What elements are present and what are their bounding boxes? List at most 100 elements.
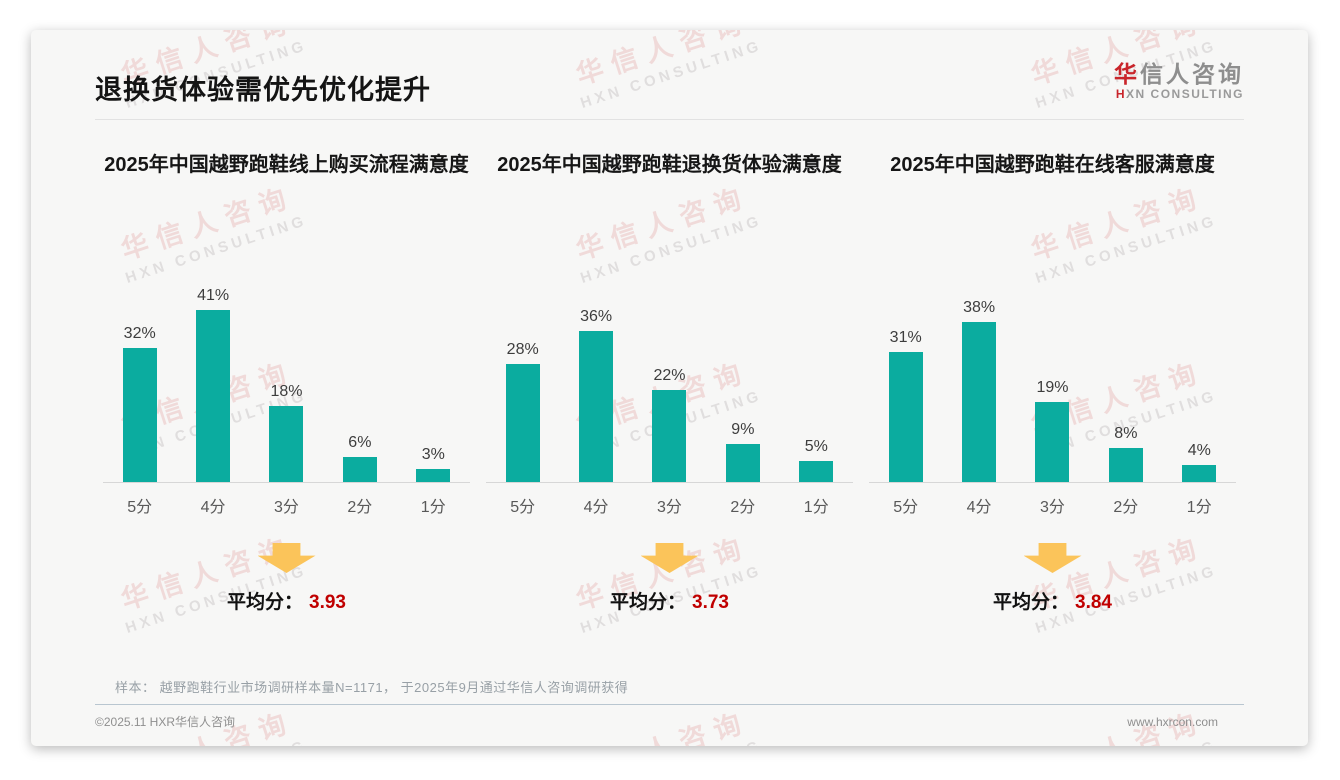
- category-label: 1分: [803, 499, 829, 516]
- website-url: www.hxrcon.com: [1127, 714, 1218, 729]
- category-label: 4分: [200, 499, 226, 516]
- average-label: 平均分：: [993, 592, 1070, 613]
- bar-group: 19%: [1019, 379, 1085, 482]
- bar: [505, 364, 540, 482]
- bar: [652, 390, 687, 482]
- bar-value-label: 41%: [197, 287, 230, 304]
- bar-chart: 32% 41% 18% 6% 3%: [103, 266, 470, 482]
- bar-value-label: 4%: [1187, 442, 1211, 459]
- category-label: 3分: [274, 499, 299, 516]
- bar-value-label: 31%: [889, 329, 922, 346]
- bar-group: 32%: [107, 325, 173, 482]
- x-axis-line: [103, 482, 470, 483]
- chart-column: 2025年中国越野跑鞋在线客服满意度 31% 38% 19% 8% 4% 5分 4分 3分 2…: [861, 152, 1244, 614]
- bar-value-label: 22%: [653, 367, 686, 384]
- chart-column: 2025年中国越野跑鞋线上购买流程满意度 32% 41% 18% 6% 3% 5分 4分 3…: [95, 152, 478, 614]
- bar: [269, 406, 304, 482]
- category-label: 3分: [1040, 499, 1065, 516]
- average-label: 平均分：: [227, 592, 304, 613]
- category-label: 2分: [730, 499, 756, 516]
- bar-group: 3%: [400, 446, 466, 482]
- bar-value-label: 6%: [348, 434, 372, 451]
- down-arrow-icon: [640, 543, 699, 573]
- footer: ©2025.11 HXR华信人咨询 www.hxrcon.com: [95, 705, 1244, 746]
- bar-value-label: 5%: [804, 438, 828, 455]
- bar-group: 22%: [636, 367, 702, 482]
- bar-group: 36%: [563, 308, 629, 482]
- bar-value-label: 3%: [421, 446, 445, 463]
- bar-chart: 31% 38% 19% 8% 4%: [869, 266, 1236, 482]
- bar: [962, 322, 997, 482]
- bar-chart: 28% 36% 22% 9% 5%: [486, 266, 853, 482]
- bar: [416, 469, 451, 482]
- average-score: 平均分： 3.84: [869, 587, 1236, 614]
- x-axis-line: [869, 482, 1236, 483]
- chart-column: 2025年中国越野跑鞋退换货体验满意度 28% 36% 22% 9% 5% 5分 4分 3分…: [478, 152, 861, 614]
- average-value: 3.84: [1075, 592, 1112, 613]
- copyright-text: ©2025.11 HXR华信人咨询: [95, 715, 235, 729]
- average-score: 平均分： 3.73: [486, 587, 853, 614]
- bar-value-label: 32%: [123, 325, 156, 342]
- bar: [1035, 402, 1070, 482]
- charts-row: 2025年中国越野跑鞋线上购买流程满意度 32% 41% 18% 6% 3% 5分 4分 3…: [95, 152, 1244, 614]
- category-row: 5分 4分 3分 2分 1分: [869, 493, 1236, 517]
- bar-group: 5%: [783, 438, 849, 482]
- bar: [725, 444, 760, 482]
- bar-group: 4%: [1166, 442, 1232, 482]
- logo-en-rest: XN CONSULTING: [1126, 87, 1244, 102]
- average-score: 平均分： 3.93: [103, 587, 470, 614]
- down-arrow-icon: [257, 543, 316, 573]
- category-label: 5分: [893, 499, 919, 516]
- bar: [122, 348, 157, 482]
- bar-group: 38%: [946, 299, 1012, 482]
- logo-rest-chars: 信人咨询: [1140, 61, 1244, 87]
- bar-group: 41%: [180, 287, 246, 482]
- category-row: 5分 4分 3分 2分 1分: [486, 493, 853, 517]
- bar-value-label: 28%: [506, 341, 539, 358]
- down-arrow-icon: [1023, 543, 1082, 573]
- bar: [196, 310, 231, 482]
- category-label: 1分: [420, 499, 446, 516]
- category-label: 3分: [657, 499, 682, 516]
- category-label: 4分: [966, 499, 992, 516]
- bar-group: 28%: [490, 341, 556, 482]
- bar-group: 18%: [253, 383, 319, 482]
- header: 退换货体验需优先优化提升 华信人咨询 HXN CONSULTING: [95, 30, 1244, 107]
- logo-accent-char: 华: [1114, 61, 1140, 87]
- logo-chinese: 华信人咨询: [1114, 61, 1244, 87]
- bar: [799, 461, 834, 482]
- footer-divider: [95, 704, 1244, 705]
- category-label: 2分: [347, 499, 373, 516]
- category-label: 5分: [127, 499, 153, 516]
- bar-value-label: 19%: [1036, 379, 1069, 396]
- chart-title: 2025年中国越野跑鞋在线客服满意度: [890, 154, 1215, 176]
- category-label: 1分: [1186, 499, 1212, 516]
- bar-value-label: 36%: [580, 308, 613, 325]
- x-axis-line: [486, 482, 853, 483]
- bar-value-label: 18%: [270, 383, 303, 400]
- category-label: 5分: [510, 499, 536, 516]
- title-divider: [95, 119, 1244, 120]
- report-slide: 华信人咨询 HXN CONSULTING 华信人咨询 HXN CONSULTING 华信…: [31, 30, 1308, 746]
- category-label: 4分: [583, 499, 609, 516]
- average-value: 3.73: [692, 592, 729, 613]
- page-title: 退换货体验需优先优化提升: [95, 75, 431, 105]
- bar-group: 31%: [873, 329, 939, 482]
- chart-title: 2025年中国越野跑鞋线上购买流程满意度: [104, 154, 469, 176]
- bar: [1108, 448, 1143, 482]
- bar: [342, 457, 377, 482]
- slide-content: 退换货体验需优先优化提升 华信人咨询 HXN CONSULTING 2025年中…: [31, 30, 1308, 746]
- bar-group: 8%: [1093, 425, 1159, 482]
- bar-value-label: 9%: [731, 421, 755, 438]
- logo-en-accent: H: [1115, 87, 1127, 102]
- category-row: 5分 4分 3分 2分 1分: [103, 493, 470, 517]
- average-label: 平均分：: [610, 592, 687, 613]
- bar-value-label: 8%: [1114, 425, 1138, 442]
- bar: [1182, 465, 1217, 482]
- average-value: 3.93: [309, 592, 346, 613]
- chart-title: 2025年中国越野跑鞋退换货体验满意度: [497, 154, 842, 176]
- bar-group: 6%: [327, 434, 393, 482]
- company-logo: 华信人咨询 HXN CONSULTING: [1114, 61, 1244, 102]
- bar-group: 9%: [710, 421, 776, 482]
- sample-note: 样本： 越野跑鞋行业市场调研样本量N=1171， 于2025年9月通过华信人咨询…: [115, 680, 629, 695]
